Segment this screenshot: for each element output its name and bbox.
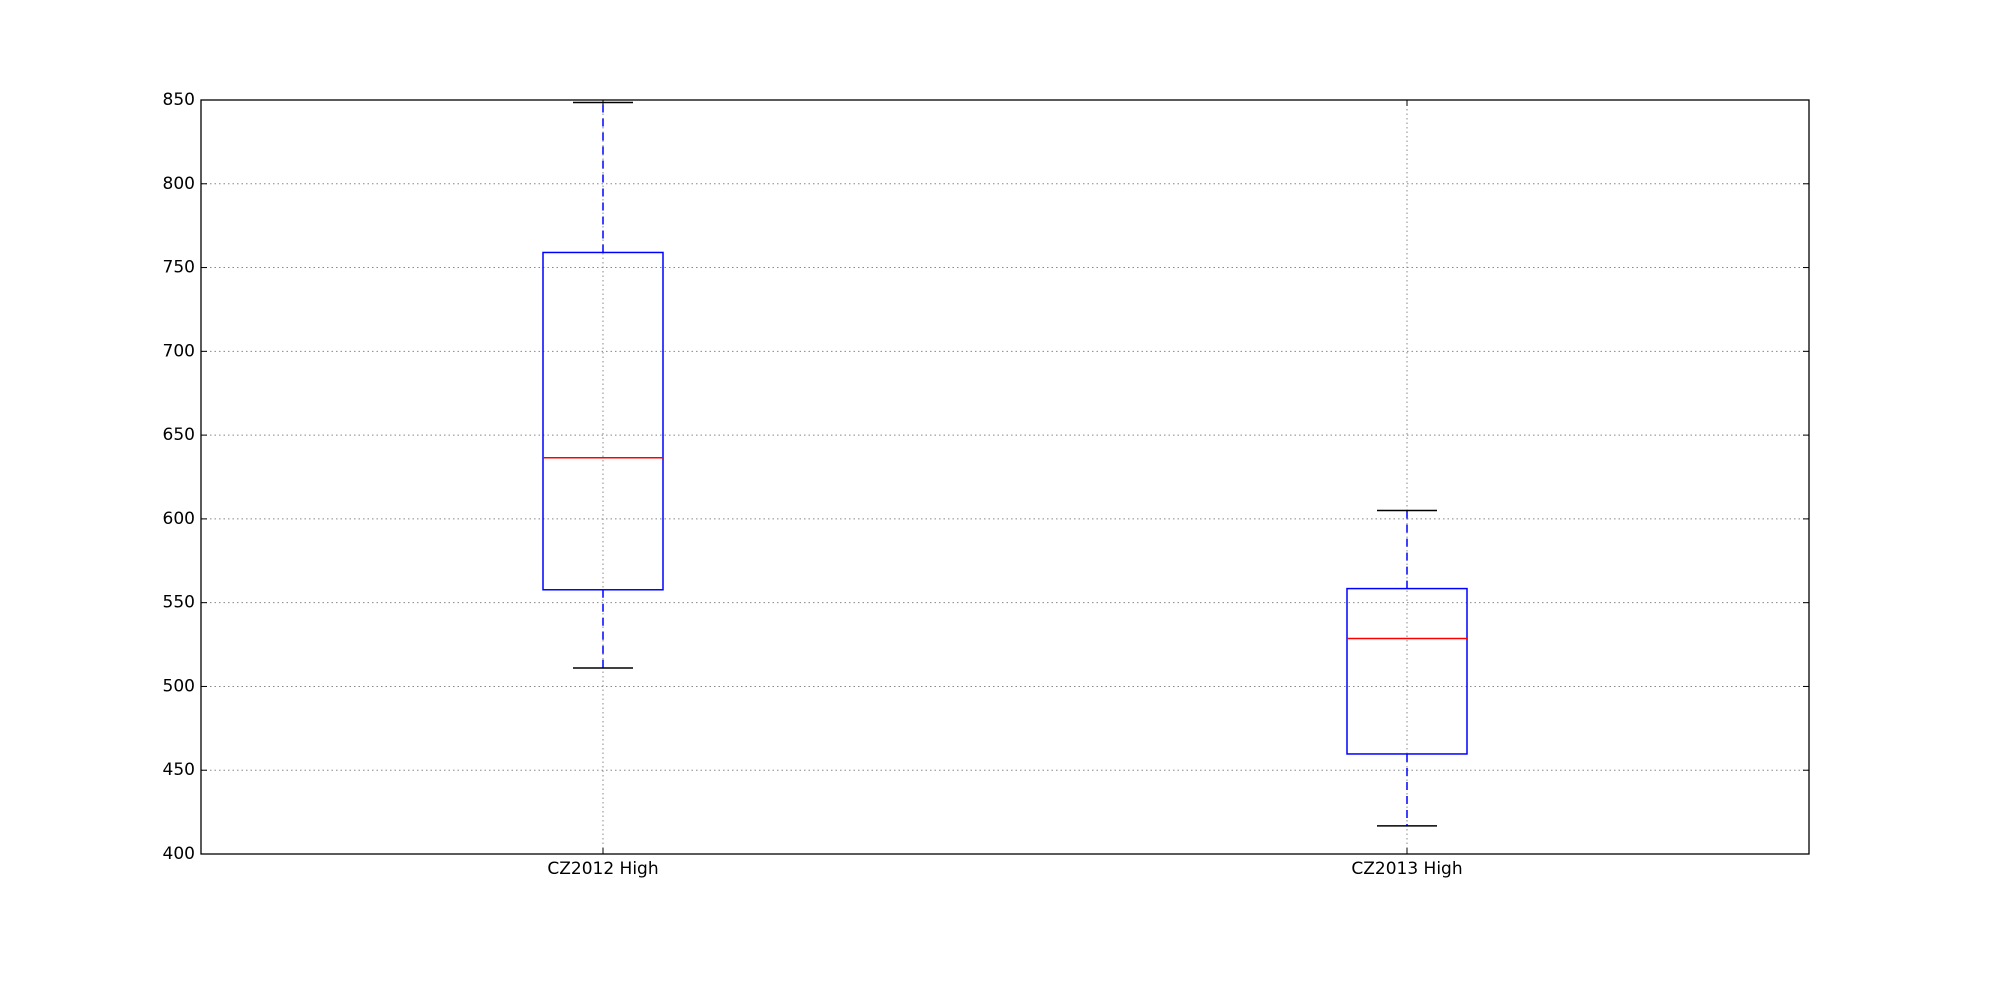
plot-frame [200,99,1810,855]
y-tick-label: 450 [163,760,195,780]
y-tick-label: 750 [163,258,195,278]
y-tick-label: 700 [163,341,195,361]
y-tick-label: 800 [163,174,195,194]
x-tick-label: CZ2013 High [1351,859,1462,879]
y-tick-label: 550 [163,593,195,613]
box [1346,587,1468,755]
x-tick-label: CZ2012 High [547,859,658,879]
box [542,251,664,591]
y-tick-label: 650 [163,425,195,445]
y-tick-label: 600 [163,509,195,529]
y-tick-label: 400 [163,844,195,864]
y-tick-label: 850 [163,90,195,110]
y-tick-label: 500 [163,676,195,696]
